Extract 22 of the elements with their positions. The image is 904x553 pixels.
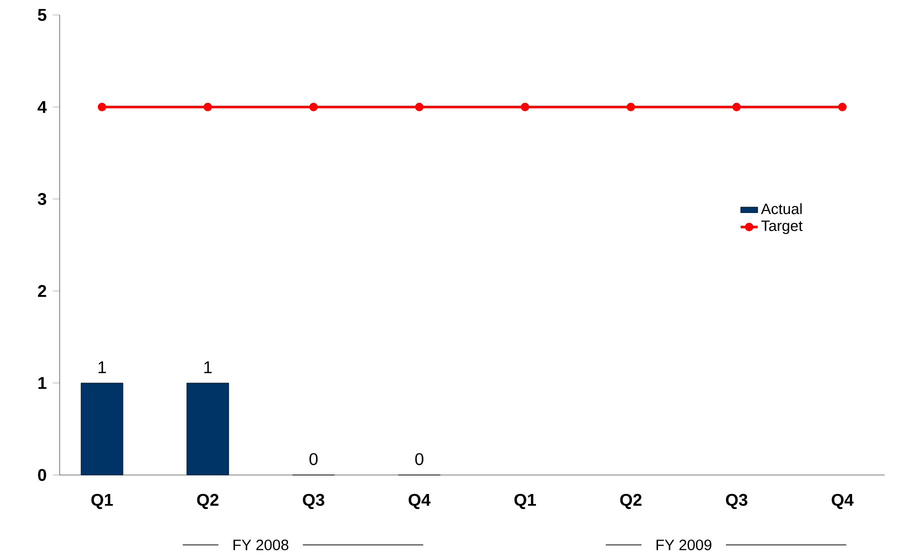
data-label: 0 [309, 453, 318, 466]
x-tick-label: Q2 [197, 494, 218, 510]
text: FY 2008 [234, 540, 288, 550]
y-tick-label: 2 [38, 285, 46, 297]
x-tick-label: Q3 [302, 494, 324, 510]
data-label: 0 [415, 453, 424, 466]
x-tick-label: Q4 [832, 494, 854, 510]
y-tick-label: 3 [38, 192, 46, 206]
y-tick-label: 5 [38, 9, 46, 21]
y-tick-label: 1 [38, 377, 46, 389]
x-tick-label: Q2 [620, 494, 642, 510]
x-tick-label: Q1 [91, 494, 113, 510]
y-tick-label: 0 [38, 468, 46, 482]
x-tick-label: Q1 [514, 494, 536, 510]
x-tick-label: Q3 [726, 494, 748, 510]
data-label: 1 [98, 361, 106, 374]
y-tick-label: 4 [38, 101, 47, 113]
data-label: 1 [204, 361, 212, 374]
legend-label: Actual [760, 203, 802, 214]
text: FY 2009 [656, 540, 712, 550]
x-tick-label: Q4 [408, 494, 431, 510]
legend-label: Target [761, 220, 803, 234]
